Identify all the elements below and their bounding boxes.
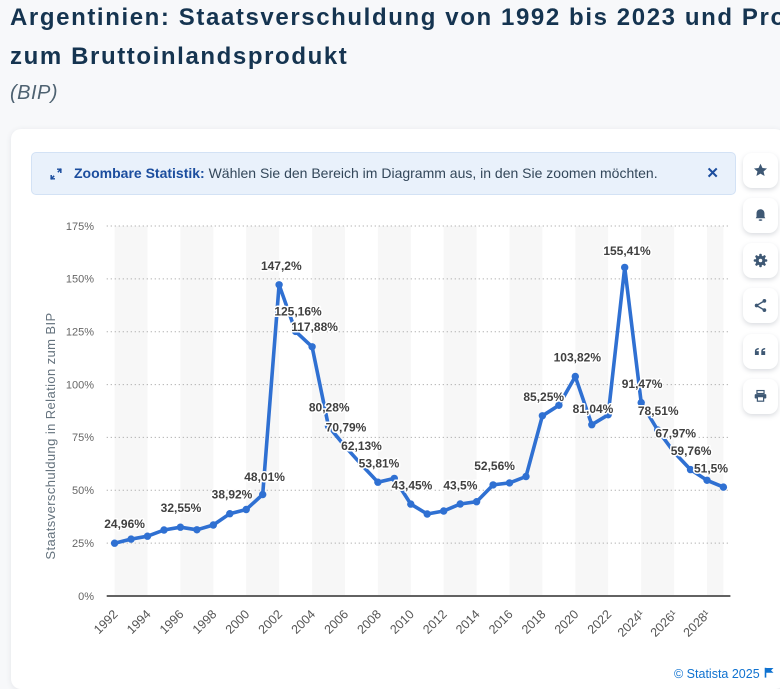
svg-text:2012: 2012 <box>420 607 450 637</box>
svg-text:53,81%: 53,81% <box>359 457 400 471</box>
svg-text:2026¹: 2026¹ <box>648 607 681 640</box>
svg-text:1994: 1994 <box>124 607 154 637</box>
svg-text:1998: 1998 <box>190 607 220 637</box>
svg-text:2006: 2006 <box>322 607 352 637</box>
svg-text:62,13%: 62,13% <box>341 439 382 453</box>
svg-text:32,55%: 32,55% <box>161 501 202 515</box>
svg-text:70,79%: 70,79% <box>326 421 367 435</box>
svg-text:43,5%: 43,5% <box>443 478 477 492</box>
svg-text:91,47%: 91,47% <box>622 377 663 391</box>
svg-text:1992: 1992 <box>91 607 121 637</box>
svg-text:2002: 2002 <box>256 607 286 637</box>
svg-text:52,56%: 52,56% <box>474 459 515 473</box>
svg-text:43,45%: 43,45% <box>392 478 433 492</box>
svg-text:125,16%: 125,16% <box>274 305 322 319</box>
svg-text:175%: 175% <box>66 221 94 233</box>
svg-text:1996: 1996 <box>157 607 187 637</box>
svg-text:2020: 2020 <box>552 607 582 637</box>
svg-text:2000: 2000 <box>223 607 253 637</box>
svg-text:2022: 2022 <box>585 607 615 637</box>
svg-text:150%: 150% <box>66 274 94 286</box>
svg-text:24,96%: 24,96% <box>104 517 145 531</box>
svg-text:2024¹: 2024¹ <box>615 607 648 640</box>
svg-text:100%: 100% <box>66 379 94 391</box>
svg-text:103,82%: 103,82% <box>554 351 602 365</box>
svg-text:25%: 25% <box>72 538 94 550</box>
svg-text:117,88%: 117,88% <box>291 320 338 334</box>
svg-text:147,2%: 147,2% <box>261 259 302 273</box>
svg-text:2016: 2016 <box>486 607 516 637</box>
svg-text:85,25%: 85,25% <box>523 390 564 404</box>
svg-text:75%: 75% <box>72 432 94 444</box>
svg-text:2010: 2010 <box>387 607 417 637</box>
svg-text:81,04%: 81,04% <box>573 402 614 416</box>
svg-text:38,92%: 38,92% <box>212 488 253 502</box>
svg-text:67,97%: 67,97% <box>655 427 696 441</box>
svg-text:2008: 2008 <box>354 607 384 637</box>
svg-text:78,51%: 78,51% <box>638 404 679 418</box>
svg-text:2004: 2004 <box>289 607 319 637</box>
svg-text:155,41%: 155,41% <box>603 244 651 258</box>
svg-text:59,76%: 59,76% <box>671 444 712 458</box>
svg-text:2014: 2014 <box>453 607 483 637</box>
svg-text:125%: 125% <box>66 327 94 339</box>
svg-text:2018: 2018 <box>519 607 549 637</box>
svg-text:Staatsverschuldung in Relation: Staatsverschuldung in Relation zum BIP <box>43 312 58 559</box>
svg-text:51,5%: 51,5% <box>694 461 728 475</box>
svg-text:2028¹: 2028¹ <box>681 607 714 640</box>
svg-text:80,28%: 80,28% <box>309 401 350 415</box>
svg-text:50%: 50% <box>72 485 94 497</box>
svg-text:48,01%: 48,01% <box>244 470 285 484</box>
svg-text:0%: 0% <box>78 591 94 603</box>
